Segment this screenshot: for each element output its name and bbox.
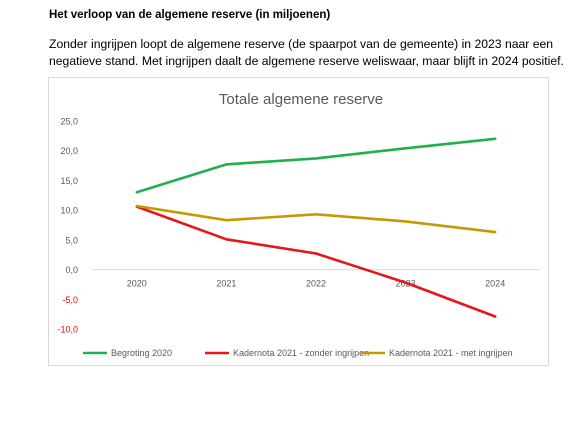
y-tick-label: 5,0 [65, 235, 78, 245]
legend-label: Kadernota 2021 - met ingrijpen [389, 348, 513, 358]
x-tick-label: 2020 [127, 279, 147, 289]
y-tick-label: -10,0 [57, 325, 78, 335]
intro-paragraph: Zonder ingrijpen loopt de algemene reser… [49, 37, 564, 68]
chart-title: Totale algemene reserve [219, 91, 383, 108]
y-tick-label: 10,0 [60, 206, 78, 216]
y-tick-label: -5,0 [62, 295, 78, 305]
x-tick-label: 2024 [485, 279, 505, 289]
chart-container [48, 77, 549, 366]
y-tick-label: 25,0 [60, 117, 78, 127]
legend-label: Kadernota 2021 - zonder ingrijpen [233, 348, 369, 358]
x-tick-label: 2022 [306, 279, 326, 289]
series-line-2 [135, 205, 497, 318]
series-line-3 [135, 204, 497, 234]
y-tick-label: 0,0 [65, 265, 78, 275]
legend-label: Begroting 2020 [111, 348, 172, 358]
x-tick-label: 2021 [216, 279, 236, 289]
y-tick-label: 20,0 [60, 146, 78, 156]
page-heading: Het verloop van de algemene reserve (in … [49, 9, 331, 21]
y-tick-label: 15,0 [60, 176, 78, 186]
series-line-1 [135, 137, 497, 194]
